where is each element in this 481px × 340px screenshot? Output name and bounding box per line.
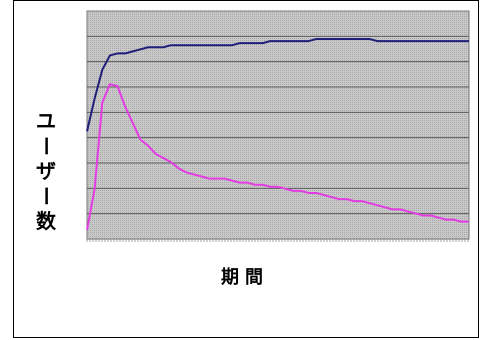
- y-axis-label-char: ザ: [36, 159, 56, 183]
- plot-background: [86, 10, 470, 240]
- y-axis-label-char: ー: [34, 186, 58, 206]
- y-axis-label-char: ー: [34, 136, 58, 156]
- y-axis-label-char: ユ: [36, 109, 56, 133]
- x-axis-label: 期間: [221, 267, 269, 288]
- series-line-1: [86, 38, 469, 132]
- series-line-2: [86, 83, 469, 231]
- y-axis-label-char: 数: [36, 209, 57, 233]
- plot-area: [86, 10, 470, 242]
